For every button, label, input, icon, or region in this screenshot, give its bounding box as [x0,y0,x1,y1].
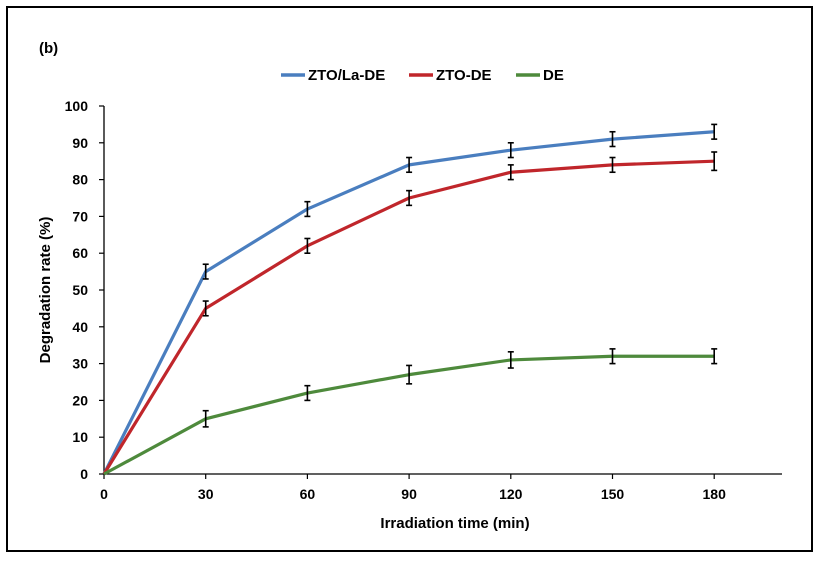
y-tick-label: 10 [72,429,88,445]
y-tick-label: 30 [72,356,88,372]
error-bar [406,189,413,207]
legend-label: DE [543,67,564,84]
error-bar [304,237,311,254]
error-bar [609,348,616,365]
panel-label: (b) [39,40,59,57]
series-zto-la-de [102,123,718,475]
error-bar [202,409,209,428]
x-axis-title: Irradiation time (min) [380,515,529,532]
error-bar [202,263,209,280]
y-axis-title: Degradation rate (%) [37,217,54,364]
legend-label: ZTO-DE [436,67,492,84]
error-bar [609,156,616,174]
error-bar [304,384,311,402]
y-tick-label: 0 [80,466,88,482]
x-tick-label: 30 [198,486,214,502]
legend-item: ZTO-DE [409,67,492,84]
legend-item: ZTO/La-DE [281,67,385,84]
chart-frame [6,6,813,552]
y-tick-label: 20 [72,392,88,408]
x-tick-label: 90 [401,486,417,502]
error-bar [304,200,311,218]
x-tick-label: 60 [300,486,316,502]
series-line [102,159,715,475]
y-tick-label: 70 [72,208,88,224]
error-bar [507,142,514,159]
axes [103,106,782,475]
error-bar [507,164,514,181]
legend-label: ZTO/La-DE [308,67,385,84]
y-tick-label: 50 [72,282,88,298]
series-de [103,348,718,476]
x-tick-label: 0 [100,486,108,502]
y-tick-label: 100 [65,98,89,114]
error-bar [507,351,514,369]
error-bar [609,130,616,148]
error-bar [711,123,718,140]
x-tick-label: 150 [601,486,625,502]
series-group [102,123,718,476]
error-bar [711,151,718,172]
y-tick-label: 90 [72,135,88,151]
y-axis-ticks: 0 10 20 30 40 50 60 70 80 90 100 [65,98,104,482]
error-bar [711,348,718,365]
legend: ZTO/La-DE ZTO-DE DE [281,67,564,84]
error-bar [202,300,209,317]
y-tick-label: 40 [72,319,88,335]
error-bar [406,364,413,385]
x-tick-label: 180 [703,486,727,502]
y-tick-label: 60 [72,245,88,261]
x-axis-ticks: 0 30 60 90 120 150 180 [100,474,726,502]
error-bar [406,156,413,174]
y-tick-label: 80 [72,172,88,188]
x-tick-label: 120 [499,486,523,502]
series-zto-de [102,151,718,475]
legend-item: DE [516,67,564,84]
